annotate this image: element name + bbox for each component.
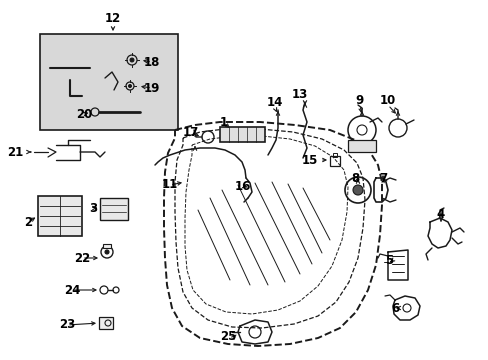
Text: 21: 21	[7, 145, 23, 158]
Text: 23: 23	[59, 319, 75, 332]
Text: 18: 18	[143, 55, 160, 68]
Text: 3: 3	[89, 202, 97, 215]
Bar	[38, 196, 82, 236]
Text: 9: 9	[355, 94, 364, 107]
Text: 4: 4	[436, 208, 444, 221]
Circle shape	[128, 85, 131, 87]
Text: 25: 25	[220, 330, 236, 343]
Text: 17: 17	[183, 126, 199, 139]
Text: 12: 12	[104, 12, 121, 24]
Text: 22: 22	[74, 252, 90, 265]
Circle shape	[105, 250, 109, 254]
Text: 2: 2	[24, 216, 32, 229]
Bar	[99, 317, 113, 329]
Text: 8: 8	[350, 171, 358, 184]
Text: 13: 13	[291, 87, 307, 100]
Bar	[347, 140, 375, 152]
Bar	[100, 198, 128, 220]
Text: 15: 15	[301, 153, 318, 166]
Text: 10: 10	[379, 94, 395, 107]
Bar	[329, 156, 339, 166]
Bar	[40, 34, 178, 130]
Text: 7: 7	[378, 171, 386, 184]
Text: 11: 11	[162, 179, 178, 192]
Text: 14: 14	[266, 96, 283, 109]
Bar	[332, 153, 336, 157]
Text: 19: 19	[143, 81, 160, 94]
Text: 20: 20	[76, 108, 92, 121]
Text: 16: 16	[234, 180, 251, 193]
Bar	[103, 244, 111, 248]
Text: 24: 24	[63, 284, 80, 297]
Circle shape	[130, 58, 134, 62]
Bar	[220, 127, 264, 142]
Text: 6: 6	[390, 302, 398, 315]
Circle shape	[352, 185, 362, 195]
Text: 1: 1	[220, 117, 227, 130]
Text: 5: 5	[384, 253, 392, 266]
